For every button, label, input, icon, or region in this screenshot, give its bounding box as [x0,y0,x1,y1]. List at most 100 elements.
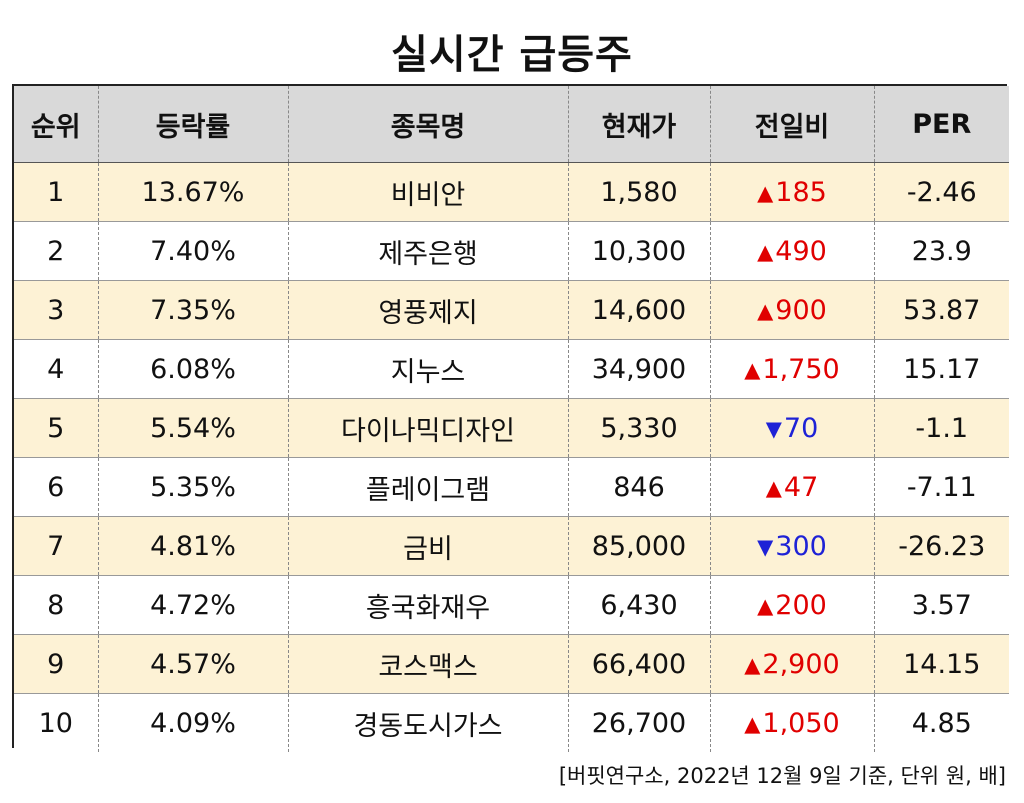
change-value: 70 [783,412,819,444]
stock-name-cell: 금비 [287,516,568,576]
table-row: 2 7.40% 제주은행 10,300 ▲490 23.9 [14,221,1009,281]
rank-cell: 1 [14,162,98,222]
up-arrow-icon: ▲ [744,652,761,677]
price-cell: 846 [567,457,710,517]
change-cell: ▲1,750 [709,339,874,399]
per-cell: -26.23 [873,516,1009,576]
rate-cell: 7.35% [97,280,288,340]
stock-name-cell: 다이나믹디자인 [287,398,568,458]
change-cell: ▲200 [709,575,874,635]
table-row: 4 6.08% 지누스 34,900 ▲1,750 15.17 [14,339,1009,399]
rate-cell: 4.57% [97,634,288,694]
rank-cell: 8 [14,575,98,635]
change-cell: ▲900 [709,280,874,340]
source-note: [버핏연구소, 2022년 12월 9일 기준, 단위 원, 배] [558,764,1006,788]
rank-cell: 5 [14,398,98,458]
table-row: 6 5.35% 플레이그램 846 ▲47 -7.11 [14,457,1009,517]
down-arrow-icon: ▼ [757,534,774,559]
change-cell: ▲47 [709,457,874,517]
header-name: 종목명 [287,86,568,163]
rate-cell: 5.54% [97,398,288,458]
rank-cell: 10 [14,693,98,752]
up-arrow-icon: ▲ [765,475,782,500]
table-body: 1 13.67% 비비안 1,580 ▲185 -2.46 2 7.40% 제주은행 10,300… [14,162,1009,752]
stock-table: 순위 등락률 종목명 현재가 전일비 PER 1 13.67% 비비안 1,580 ▲1… [14,86,1009,752]
change-value: 200 [775,589,827,621]
change-value: 300 [775,530,827,562]
rate-cell: 7.40% [97,221,288,281]
rank-cell: 9 [14,634,98,694]
up-arrow-icon: ▲ [757,298,774,323]
stock-name-cell: 흥국화재우 [287,575,568,635]
per-cell: 14.15 [873,634,1009,694]
rate-cell: 4.72% [97,575,288,635]
stock-name-cell: 경동도시가스 [287,693,568,752]
header-rank: 순위 [14,86,98,163]
change-cell: ▲2,900 [709,634,874,694]
table-row: 1 13.67% 비비안 1,580 ▲185 -2.46 [14,162,1009,222]
stock-name-cell: 코스맥스 [287,634,568,694]
change-value: 1,050 [762,707,840,739]
header-change: 전일비 [709,86,874,163]
rate-cell: 5.35% [97,457,288,517]
change-cell: ▲1,050 [709,693,874,752]
per-cell: 23.9 [873,221,1009,281]
stock-table-container: 순위 등락률 종목명 현재가 전일비 PER 1 13.67% 비비안 1,580 ▲1… [12,84,1009,752]
change-cell: ▼300 [709,516,874,576]
rate-cell: 6.08% [97,339,288,399]
change-cell: ▲490 [709,221,874,281]
price-cell: 34,900 [567,339,710,399]
per-cell: -7.11 [873,457,1009,517]
rate-cell: 13.67% [97,162,288,222]
price-cell: 5,330 [567,398,710,458]
rank-cell: 4 [14,339,98,399]
down-arrow-icon: ▼ [765,416,782,441]
price-cell: 10,300 [567,221,710,281]
rank-cell: 2 [14,221,98,281]
price-cell: 85,000 [567,516,710,576]
per-cell: -2.46 [873,162,1009,222]
per-cell: 15.17 [873,339,1009,399]
table-row: 5 5.54% 다이나믹디자인 5,330 ▼70 -1.1 [14,398,1009,458]
header-per: PER [873,86,1009,163]
table-row: 10 4.09% 경동도시가스 26,700 ▲1,050 4.85 [14,693,1009,752]
change-value: 185 [775,176,827,208]
rank-cell: 7 [14,516,98,576]
price-cell: 6,430 [567,575,710,635]
change-value: 900 [775,294,827,326]
per-cell: 53.87 [873,280,1009,340]
table-row: 9 4.57% 코스맥스 66,400 ▲2,900 14.15 [14,634,1009,694]
price-cell: 66,400 [567,634,710,694]
change-cell: ▼70 [709,398,874,458]
stock-name-cell: 영풍제지 [287,280,568,340]
price-cell: 26,700 [567,693,710,752]
price-cell: 14,600 [567,280,710,340]
rank-cell: 6 [14,457,98,517]
up-arrow-icon: ▲ [744,711,761,736]
rank-cell: 3 [14,280,98,340]
table-row: 7 4.81% 금비 85,000 ▼300 -26.23 [14,516,1009,576]
rate-cell: 4.09% [97,693,288,752]
up-arrow-icon: ▲ [757,593,774,618]
change-value: 490 [775,235,827,267]
change-value: 1,750 [762,353,840,385]
stock-name-cell: 비비안 [287,162,568,222]
up-arrow-icon: ▲ [757,180,774,205]
header-rate: 등락률 [97,86,288,163]
stock-name-cell: 제주은행 [287,221,568,281]
up-arrow-icon: ▲ [757,239,774,264]
rate-cell: 4.81% [97,516,288,576]
price-cell: 1,580 [567,162,710,222]
per-cell: 4.85 [873,693,1009,752]
change-value: 2,900 [762,648,840,680]
change-cell: ▲185 [709,162,874,222]
up-arrow-icon: ▲ [744,357,761,382]
table-header-row: 순위 등락률 종목명 현재가 전일비 PER [14,86,1009,163]
table-row: 3 7.35% 영풍제지 14,600 ▲900 53.87 [14,280,1009,340]
stock-name-cell: 플레이그램 [287,457,568,517]
per-cell: 3.57 [873,575,1009,635]
table-row: 8 4.72% 흥국화재우 6,430 ▲200 3.57 [14,575,1009,635]
change-value: 47 [783,471,819,503]
per-cell: -1.1 [873,398,1009,458]
page-title: 실시간 급등주 [391,32,633,78]
